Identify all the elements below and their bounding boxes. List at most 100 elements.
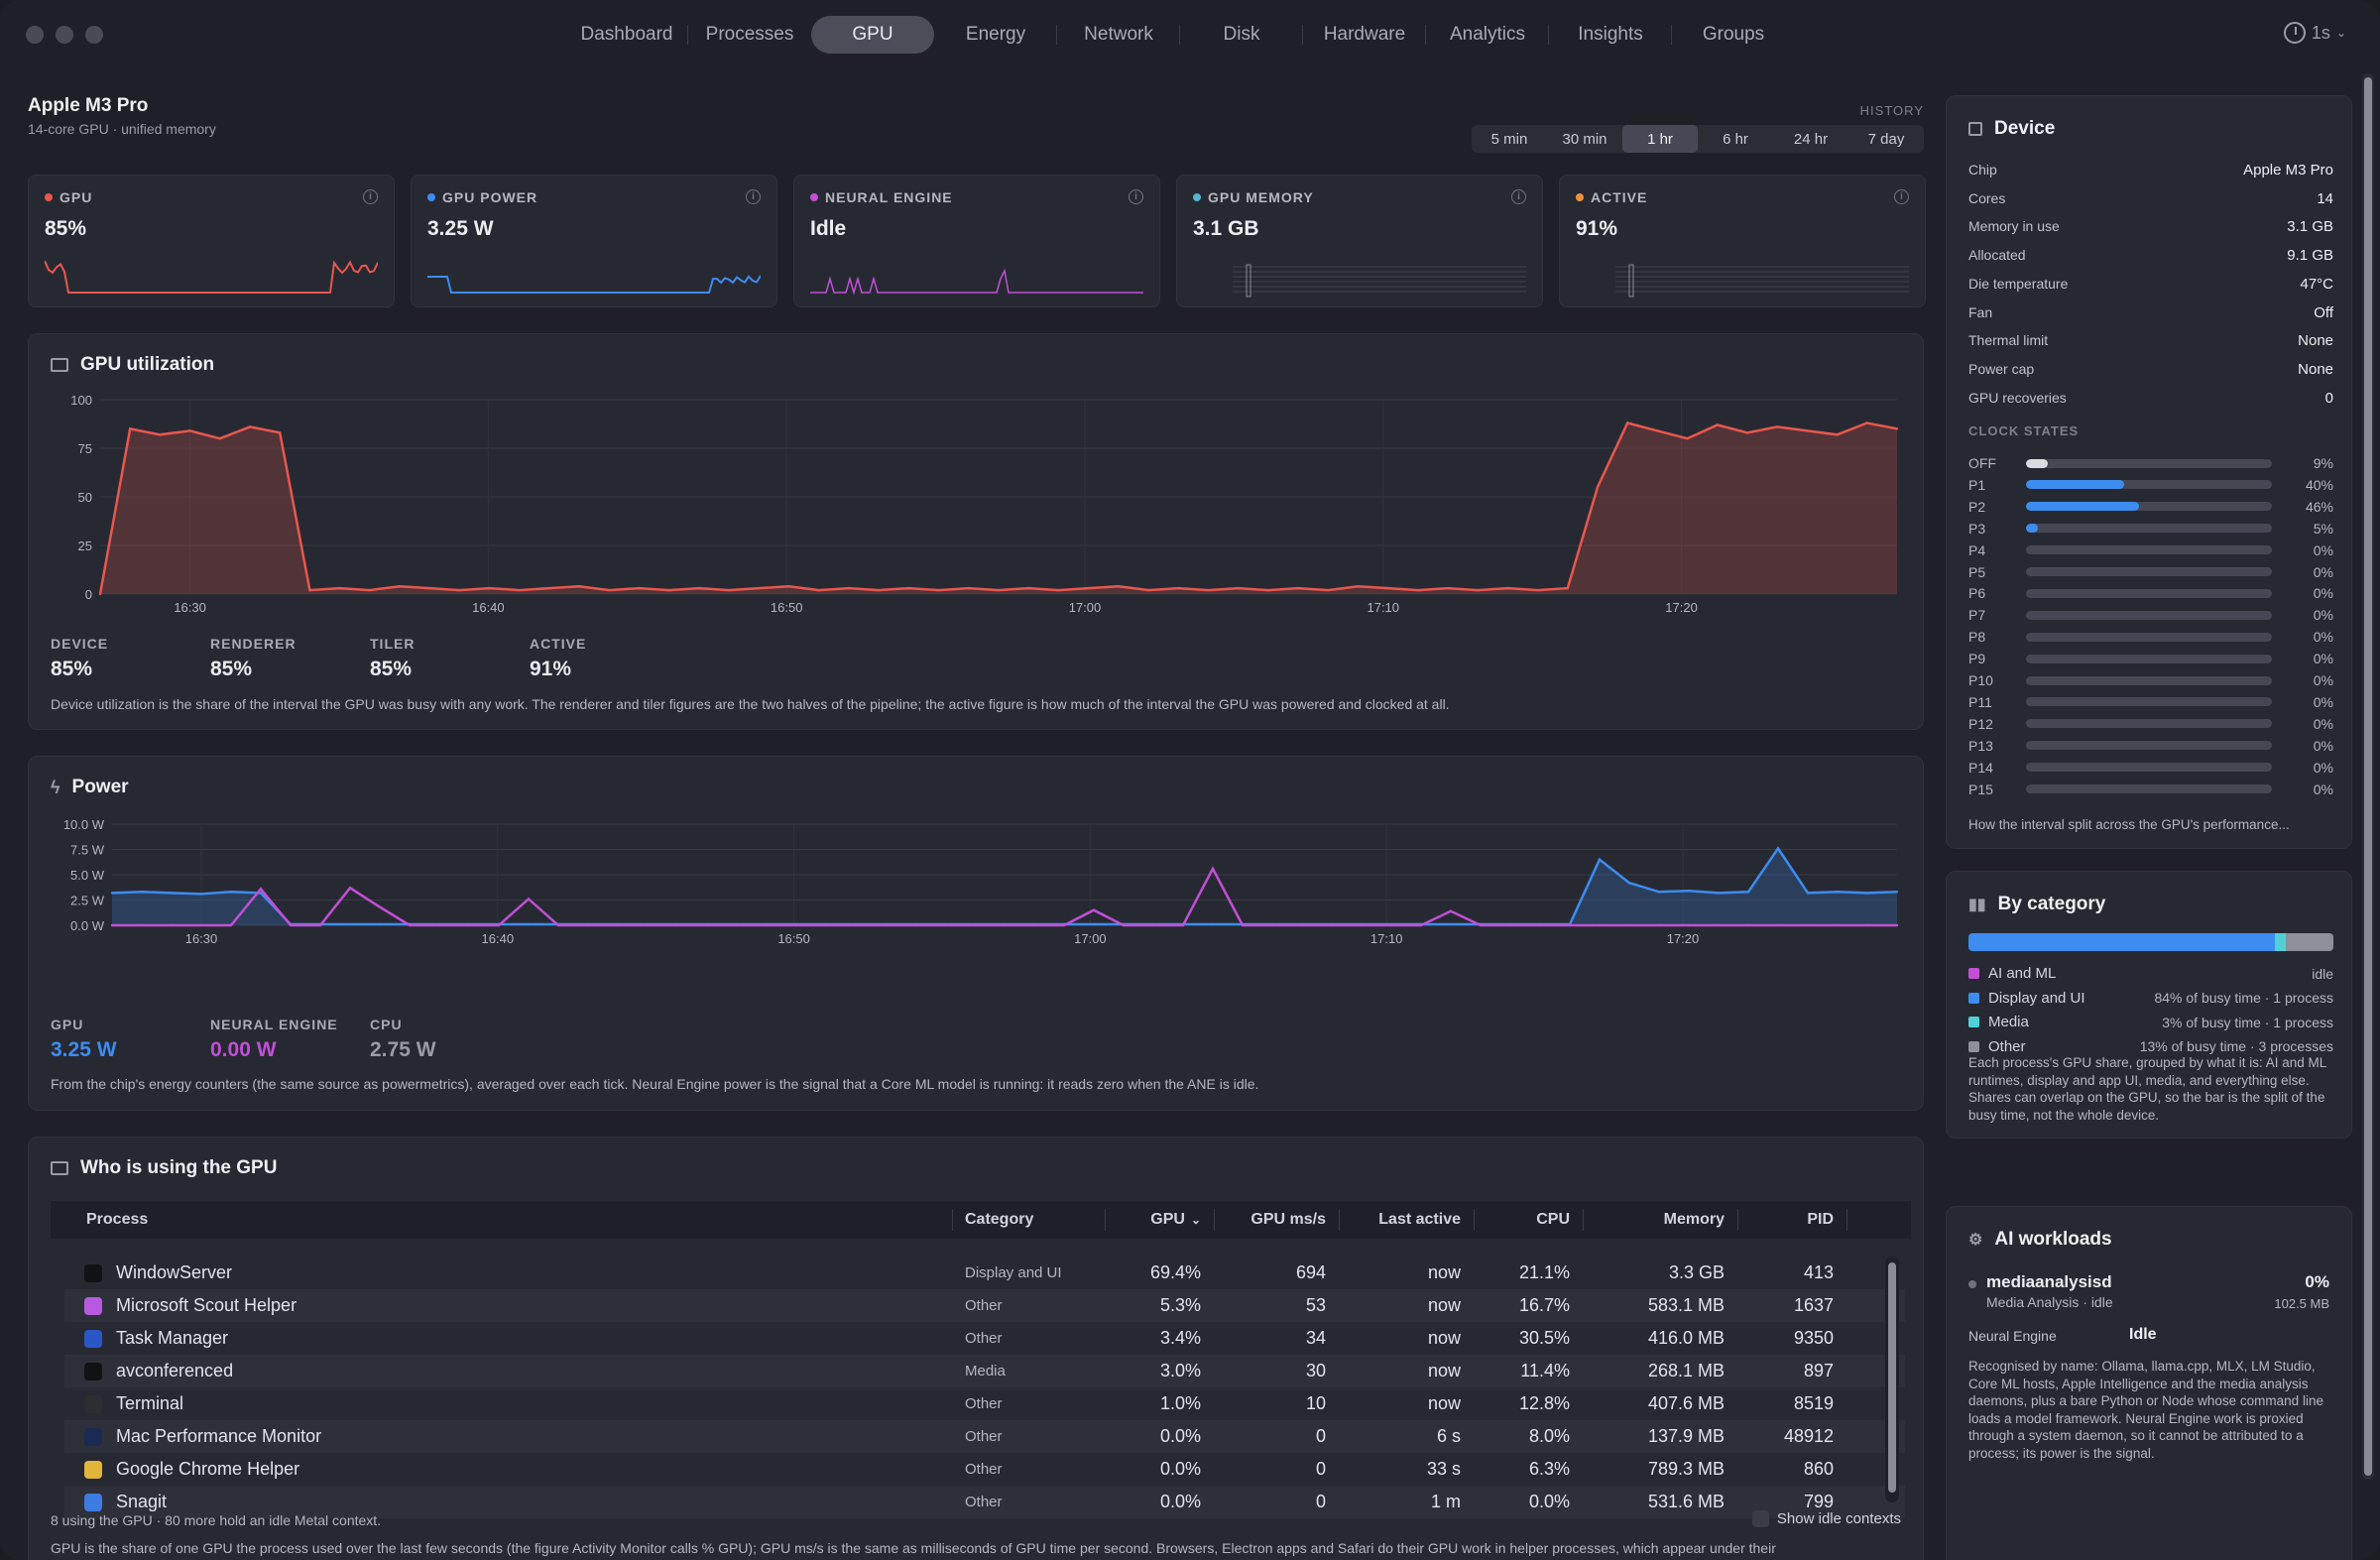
table-scroll-thumb[interactable] [1888, 1262, 1896, 1493]
table-row[interactable]: avconferenced Media 3.0% 30 now 11.4% 268.1 MB… [64, 1355, 1905, 1387]
device-row: Cores 14 [1968, 190, 2333, 207]
brain-icon: ⚙ [1968, 1232, 1983, 1249]
data-point [1836, 891, 1840, 894]
category-swatch [1968, 1017, 1979, 1027]
info-icon[interactable]: i [363, 189, 378, 204]
figure-label: RENDERER [210, 636, 297, 652]
clock-state-bar [2026, 588, 2272, 598]
clock-state-percent: 46% [2305, 498, 2333, 515]
table-row[interactable]: Terminal Other 1.0% 10 now 12.8% 407.6 MB 8519 [64, 1387, 1905, 1420]
data-point [616, 923, 620, 927]
table-row[interactable]: Task Manager Other 3.4% 34 now 30.5% 416.0 MB 9… [64, 1322, 1905, 1355]
minimize-window-button[interactable] [56, 26, 73, 44]
cell-gpu: 3.0% [1106, 1355, 1215, 1387]
tab-groups[interactable]: Groups [1702, 24, 1765, 45]
zoom-window-button[interactable] [85, 26, 103, 44]
cell-mem: 268.1 MB [1584, 1355, 1738, 1387]
tab-disk[interactable]: Disk [1180, 16, 1303, 54]
checkbox[interactable] [1751, 1510, 1769, 1527]
data-point [1776, 425, 1779, 428]
column-header-gpu-ms-s[interactable]: GPU ms/s [1215, 1201, 1340, 1239]
tab-analytics[interactable]: Analytics [1426, 16, 1549, 54]
data-point [1506, 586, 1509, 590]
clock-state-row: P7 0% [1968, 605, 2333, 625]
data-point [218, 437, 221, 440]
stat-card-active[interactable]: ACTIVE i 91% [1559, 175, 1926, 307]
column-header-memory[interactable]: Memory [1584, 1201, 1738, 1239]
table-row[interactable]: Snagit Other 0.0% 0 1 m 0.0% 531.6 MB 799 [64, 1486, 1905, 1518]
tab-hardware[interactable]: Hardware [1303, 16, 1426, 54]
cell-ms: 34 [1215, 1322, 1340, 1355]
tab-network[interactable]: Network [1057, 16, 1180, 54]
column-header-process[interactable]: Process [51, 1201, 953, 1239]
tab-processes[interactable]: Processes [705, 24, 794, 45]
cell-ms-text: 34 [1305, 1328, 1326, 1348]
tab-energy[interactable]: Energy [934, 16, 1057, 54]
show-idle-toggle[interactable]: Show idle contexts [1751, 1510, 1901, 1527]
stat-card-gpu[interactable]: GPU i 85% [28, 175, 395, 307]
data-point [578, 585, 581, 588]
clock-state-row: P15 0% [1968, 780, 2333, 799]
table-row[interactable]: Microsoft Scout Helper Other 5.3% 53 now 16.7… [64, 1289, 1905, 1322]
info-icon[interactable]: i [1894, 189, 1909, 204]
data-point [259, 892, 263, 895]
window-scroll-thumb[interactable] [2364, 77, 2372, 1476]
data-point [140, 891, 144, 894]
device-key: Power cap [1968, 360, 2035, 377]
cell-mem: 137.9 MB [1584, 1420, 1738, 1453]
stat-card-gpu-power[interactable]: GPU POWER i 3.25 W [411, 175, 777, 307]
clock-state-row: P5 0% [1968, 562, 2333, 582]
tab-gpu[interactable]: GPU [811, 16, 934, 54]
table-row[interactable]: Mac Performance Monitor Other 0.0% 0 6 s 8.0%… [64, 1420, 1905, 1453]
data-point [1865, 421, 1869, 424]
cell-last: 33 s [1340, 1453, 1475, 1486]
history-range-selector: 5 min 30 min 1 hr 6 hr 24 hr 7 day [1472, 125, 1924, 153]
device-key: Die temperature [1968, 275, 2069, 292]
column-header-last-active[interactable]: Last active [1340, 1201, 1475, 1239]
data-point [667, 588, 670, 592]
interval-selector[interactable]: 1s ⌄ [2283, 22, 2346, 44]
data-point [279, 431, 282, 434]
tab-dashboard[interactable]: Dashboard [565, 16, 688, 54]
window-scrollbar[interactable] [2362, 73, 2374, 1480]
stat-card-neural-engine[interactable]: NEURAL ENGINE i Idle [793, 175, 1160, 307]
cell-last-text: 33 s [1426, 1459, 1461, 1479]
device-key: Thermal limit [1968, 332, 2049, 349]
column-header-category[interactable]: Category [953, 1201, 1106, 1239]
status-dot [427, 193, 435, 201]
stat-value: 91% [1576, 217, 1618, 240]
column-header-gpu[interactable]: GPU ⌄ [1106, 1201, 1215, 1239]
info-icon[interactable]: i [746, 189, 761, 204]
range-6-hr[interactable]: 6 hr [1723, 130, 1748, 148]
column-header-pid[interactable]: PID [1738, 1201, 1847, 1239]
close-window-button[interactable] [26, 26, 44, 44]
gpu-utilization-title: GPU utilization [51, 354, 214, 376]
range-24-hr[interactable]: 24 hr [1793, 130, 1829, 148]
category-title: ▮▮ By category [1968, 894, 2105, 915]
device-row: Allocated 9.1 GB [1968, 247, 2333, 264]
data-point [1122, 923, 1126, 927]
table-row[interactable]: WindowServer Display and UI 69.4% 694 now 21.… [64, 1257, 1905, 1289]
table-row[interactable]: Google Chrome Helper Other 0.0% 0 33 s 6.3% 78… [64, 1453, 1905, 1486]
range-30-min[interactable]: 30 min [1562, 130, 1607, 148]
range-1-hr[interactable]: 1 hr [1622, 125, 1698, 153]
info-icon[interactable]: i [1129, 189, 1143, 204]
cell-pid: 8519 [1738, 1387, 1847, 1420]
clock-state-percent: 0% [2313, 672, 2333, 688]
tab-insights[interactable]: Insights [1549, 16, 1672, 54]
stat-value: 85% [45, 217, 87, 240]
clock-states-note: How the interval split across the GPU's … [1968, 817, 2290, 832]
table-scrollbar[interactable] [1885, 1257, 1899, 1502]
device-value: 9.1 GB [2287, 247, 2333, 265]
data-point [1241, 923, 1245, 927]
info-icon[interactable]: i [1511, 189, 1526, 204]
data-point [1151, 923, 1155, 927]
data-point [937, 588, 940, 592]
y-tick-label: 75 [78, 441, 92, 456]
interval-label: 1s [2311, 22, 2330, 43]
stat-card-gpu-memory[interactable]: GPU MEMORY i 3.1 GB [1176, 175, 1543, 307]
range-5-min[interactable]: 5 min [1490, 130, 1528, 148]
column-header-cpu[interactable]: CPU [1475, 1201, 1584, 1239]
data-point [1776, 923, 1780, 927]
range-7-day[interactable]: 7 day [1867, 130, 1905, 148]
